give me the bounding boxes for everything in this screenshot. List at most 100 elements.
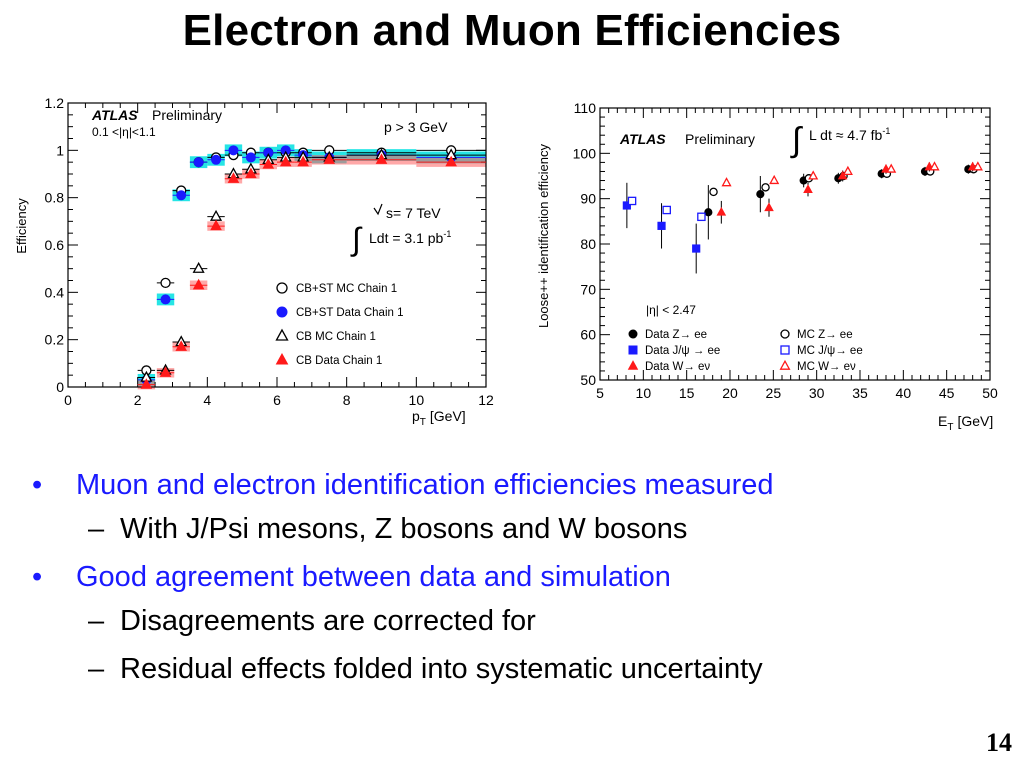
legend-marker	[780, 345, 790, 355]
legend-marker	[275, 328, 289, 341]
point-mc-z-ee	[761, 183, 770, 192]
x-tick-label: 4	[203, 392, 211, 408]
point-cb-data-chain-1	[175, 340, 188, 351]
point-data-w-e-	[764, 202, 774, 212]
bullet-text: With J/Psi mesons, Z bosons and W bosons	[120, 513, 688, 545]
x-axis-label: ET [GeV]	[938, 413, 993, 433]
eta-cut-label: |η| < 2.47	[646, 303, 696, 317]
bullet-dot: •	[32, 469, 43, 501]
bullet-item: • Good agreement between data and simulat…	[28, 558, 1008, 596]
y-tick-label: 0.2	[45, 332, 65, 348]
tick-labels: 0 2 4 6 8 10 12 0 0.2 0.4 0.6 0.8 1 1.2	[45, 95, 494, 408]
integral-symbol: ∫	[790, 121, 803, 159]
x-tick-label: 45	[939, 385, 955, 401]
y-tick-label: 70	[580, 281, 596, 297]
point-data-w-e-	[837, 170, 848, 180]
legend-label: CB+ST MC Chain 1	[296, 283, 397, 295]
point-data-j-ee	[657, 221, 666, 230]
point-mc-j-ee	[697, 212, 706, 222]
x-tick-label: 20	[722, 385, 738, 401]
bullet-list: • Muon and electron identification effici…	[28, 466, 1008, 698]
legend-marker	[779, 359, 791, 370]
point-mc-w-e-	[886, 163, 897, 173]
point-data-z-ee	[704, 208, 713, 217]
legend-label: Data Z→ ee	[645, 329, 707, 341]
sqrt-symbol	[373, 203, 383, 216]
sub-bullet-item: – Residual effects folded into systematic…	[28, 650, 1008, 688]
data-points	[137, 145, 486, 389]
preliminary-label: Preliminary	[152, 107, 222, 123]
lumi-label: Ldt = 3.1 pb-1	[369, 229, 451, 246]
y-tick-label: 0	[56, 379, 64, 395]
x-tick-label: 8	[343, 392, 351, 408]
legend-label: MC J/ψ→ ee	[797, 345, 863, 357]
bullet-dash: –	[88, 513, 105, 545]
legend-label: CB+ST Data Chain 1	[296, 307, 404, 319]
y-tick-label: 1	[56, 142, 64, 158]
point-cb-data-chain-1	[159, 366, 172, 377]
plot-frame	[599, 107, 991, 381]
sub-bullet-item: – With J/Psi mesons, Z bosons and W boson…	[28, 510, 1008, 548]
point-cb-st-data-chain-1	[193, 157, 204, 168]
point-cb-mc-chain-1	[192, 261, 205, 273]
plot-frame	[67, 102, 487, 388]
legend: CB+ST MC Chain 1 CB+ST Data Chain 1 CB MC …	[275, 282, 404, 367]
page-number: 14	[986, 728, 1012, 757]
x-tick-label: 35	[852, 385, 868, 401]
x-tick-label: 30	[809, 385, 825, 401]
x-tick-label: 2	[134, 392, 142, 408]
y-tick-label: 50	[580, 372, 596, 388]
atlas-label: ATLAS	[91, 107, 138, 123]
x-tick-label: 25	[766, 385, 782, 401]
bullet-text: Good agreement between data and simulati…	[76, 561, 671, 593]
y-axis-label: Efficiency	[14, 198, 29, 254]
x-tick-label: 40	[896, 385, 912, 401]
x-tick-label: 6	[273, 392, 281, 408]
x-tick-label: 5	[596, 385, 604, 401]
point-cb-data-chain-1	[192, 278, 205, 290]
point-data-z-ee	[756, 190, 765, 199]
x-tick-label: 12	[478, 392, 494, 408]
point-data-w-e-	[716, 206, 727, 216]
preliminary-label: Preliminary	[685, 131, 755, 147]
point-mc-j-ee	[627, 196, 637, 206]
legend-label: CB MC Chain 1	[296, 331, 376, 343]
y-tick-label: 0.4	[45, 284, 65, 300]
point-cb-data-chain-1	[245, 167, 257, 179]
tick-labels: 5 10 15 20 25 30 35 40 45 50 50 60 70 80 90 100 110	[573, 100, 998, 401]
point-cb-data-chain-1	[323, 153, 336, 164]
legend-label: Data J/ψ → ee	[645, 345, 720, 357]
legend-marker	[628, 329, 638, 339]
bullet-dash: –	[88, 605, 105, 637]
bullet-text: Muon and electron identification efficie…	[76, 469, 774, 501]
point-cb-data-chain-1	[262, 158, 275, 169]
point-mc-w-e-	[842, 165, 853, 175]
point-mc-w-e-	[972, 161, 983, 171]
bullet-text: Disagreements are corrected for	[120, 605, 536, 637]
point-mc-w-e-	[929, 161, 940, 171]
energy-label: s= 7 TeV	[386, 205, 441, 221]
slide-title: Electron and Muon Efficiencies	[182, 6, 842, 55]
legend-marker	[780, 329, 790, 339]
y-tick-label: 60	[580, 327, 596, 343]
lumi-label: L dt ≈ 4.7 fb-1	[809, 126, 890, 143]
legend-marker	[627, 360, 639, 370]
sub-bullet-item: – Disagreements are corrected for	[28, 602, 1008, 640]
point-cb-data-chain-1	[297, 155, 309, 167]
point-cb-st-data-chain-1	[211, 154, 222, 165]
bullet-text: Residual effects folded into systematic …	[120, 653, 763, 685]
integral-symbol: ∫	[350, 221, 363, 257]
electron-efficiency-chart: 5 10 15 20 25 30 35 40 45 50 50 60 70 80 90 100 110 Loos…	[536, 100, 998, 433]
point-cb-data-chain-1	[210, 219, 222, 231]
legend-marker	[276, 306, 288, 318]
point-cb-st-data-chain-1	[160, 294, 171, 305]
point-mc-w-e-	[808, 170, 819, 180]
data-points	[622, 161, 983, 274]
atlas-label: ATLAS	[619, 131, 666, 147]
legend: Data Z→ ee MC Z→ ee Data J/ψ → ee MC J/ψ→ e…	[627, 329, 863, 373]
y-tick-label: 0.6	[45, 237, 65, 253]
point-cb-data-chain-1	[140, 378, 153, 389]
muon-efficiency-chart: 0 2 4 6 8 10 12 0 0.2 0.4 0.6 0.8 1 1.2 Efficiency pT…	[14, 95, 494, 428]
y-tick-label: 90	[580, 191, 596, 207]
y-tick-label: 80	[580, 236, 596, 252]
